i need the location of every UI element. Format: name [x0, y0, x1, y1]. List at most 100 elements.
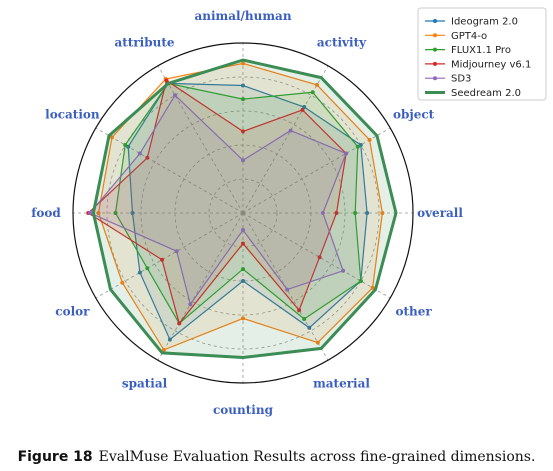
legend-marker-midjourney-v6-1 [433, 61, 437, 66]
spoke-8 [95, 212, 244, 299]
legend-marker-gpt4-o [433, 33, 437, 38]
point-gpt4-o-11 [315, 340, 320, 345]
point-midjourney-v6-1-12 [317, 255, 322, 260]
spoke-3 [242, 65, 329, 214]
point-ideogram-2-0-8 [137, 270, 142, 275]
point-sd3-7 [88, 211, 92, 215]
point-midjourney-v6-1-3 [300, 107, 305, 112]
point-sd3-6 [137, 151, 142, 156]
figure-caption: Figure 18 EvalMuse Evaluation Results acr… [0, 449, 553, 465]
legend-label-seedream-2-0: Seedream 2.0 [451, 88, 521, 99]
point-midjourney-v6-1-5 [164, 78, 169, 83]
category-label-8: color [55, 305, 90, 319]
legend-label-gpt4-o: GPT4-o [451, 31, 487, 42]
point-ideogram-2-0-11 [307, 325, 312, 330]
point-midjourney-v6-1-10 [241, 241, 245, 246]
point-gpt4-o-1 [380, 211, 385, 215]
point-gpt4-o-10 [241, 316, 245, 321]
series-line-seedream-2-0 [91, 58, 398, 360]
category-labels: overall object activity animal/human attribu… [31, 9, 463, 417]
point-ideogram-2-0-1 [365, 211, 370, 215]
series-ideogram-2-0 [126, 81, 370, 342]
legend-marker-flux1-1-pro [433, 47, 437, 52]
legend-entry-sd3: SD3 [425, 74, 471, 85]
legend-entry-gpt4-o: GPT4-o [425, 31, 487, 42]
point-sd3-2 [344, 151, 349, 156]
outer-ring [72, 42, 414, 384]
point-sd3-5 [173, 93, 177, 98]
point-gpt4-o-12 [370, 285, 375, 290]
point-sd3-9 [188, 302, 193, 307]
legend-entry-seedream-2-0: Seedream 2.0 [425, 88, 521, 99]
point-flux1-1-pro-8 [145, 266, 150, 271]
category-label-6: location [45, 108, 100, 122]
point-gpt4-o-9 [161, 347, 166, 352]
spoke-2 [242, 127, 391, 214]
grid-ring-1 [208, 178, 278, 248]
legend-label-sd3: SD3 [451, 74, 471, 85]
point-gpt4-o-7 [96, 211, 101, 215]
legend-entry-midjourney-v6-1: Midjourney v6.1 [425, 59, 531, 70]
category-label-10: counting [213, 403, 274, 417]
spoke-6 [95, 127, 244, 214]
legend-marker-sd3 [433, 76, 437, 81]
point-flux1-1-pro-12 [358, 279, 363, 283]
point-midjourney-v6-1-1 [334, 211, 339, 215]
point-gpt4-o-3 [315, 82, 319, 87]
point-flux1-1-pro-6 [123, 143, 128, 147]
point-ideogram-2-0-7 [130, 211, 135, 215]
point-flux1-1-pro-2 [355, 144, 360, 149]
point-midjourney-v6-1-4 [241, 129, 245, 134]
spoke-12 [242, 212, 391, 299]
caption-label: Figure 18 [17, 449, 93, 465]
category-label-11: material [313, 377, 370, 391]
series-seedream-2-0 [91, 58, 398, 360]
radar-grid [72, 42, 414, 384]
point-flux1-1-pro-7 [113, 211, 118, 215]
point-ideogram-2-0-10 [241, 279, 245, 283]
point-midjourney-v6-1-9 [177, 321, 182, 326]
series-flux1-1-pro [113, 81, 363, 326]
category-label-1: overall [417, 206, 463, 220]
point-ideogram-2-0-2 [358, 143, 363, 147]
radar-chart: overall object activity animal/human attribu… [31, 7, 547, 417]
point-flux1-1-pro-1 [353, 211, 358, 215]
legend-label-flux1-1-pro: FLUX1.1 Pro [451, 45, 511, 56]
legend-marker-ideogram-2-0 [433, 19, 437, 23]
point-flux1-1-pro-4 [241, 97, 245, 102]
point-flux1-1-pro-3 [310, 90, 315, 95]
legend-label-midjourney-v6-1: Midjourney v6.1 [451, 59, 531, 70]
point-sd3-8 [174, 249, 179, 254]
category-label-7: food [31, 206, 61, 220]
point-gpt4-o-4 [241, 61, 245, 66]
point-sd3-11 [285, 287, 290, 292]
spoke-9 [157, 212, 244, 361]
grid-ring-4 [106, 76, 380, 350]
point-sd3-12 [341, 268, 346, 273]
point-flux1-1-pro-11 [302, 317, 307, 321]
point-midjourney-v6-1-6 [145, 155, 150, 160]
legend-box [417, 7, 547, 101]
point-gpt4-o-8 [120, 280, 125, 285]
point-ideogram-2-0-6 [126, 144, 131, 149]
series-sd3 [88, 93, 349, 307]
category-label-3: activity [317, 35, 367, 49]
point-sd3-3 [288, 128, 293, 133]
point-sd3-1 [320, 211, 325, 215]
point-ideogram-2-0-3 [302, 105, 307, 109]
point-ideogram-2-0-9 [167, 337, 172, 342]
point-sd3-10 [241, 228, 245, 232]
point-sd3-4 [241, 158, 245, 163]
point-flux1-1-pro-10 [241, 267, 245, 272]
point-gpt4-o-2 [367, 137, 372, 142]
legend-label-ideogram-2-0: Ideogram 2.0 [451, 17, 518, 28]
category-label-9: spatial [122, 377, 168, 391]
spoke-5 [157, 65, 244, 214]
legend: Ideogram 2.0 GPT4-o FLUX1.1 Pro Midjourney … [417, 7, 547, 101]
point-ideogram-2-0-4 [241, 83, 245, 88]
point-midjourney-v6-1-8 [160, 257, 164, 262]
category-label-5: attribute [114, 35, 174, 49]
caption-text: EvalMuse Evaluation Results across fine-… [98, 449, 536, 465]
point-gpt4-o-6 [110, 135, 114, 140]
category-label-12: other [395, 305, 432, 319]
